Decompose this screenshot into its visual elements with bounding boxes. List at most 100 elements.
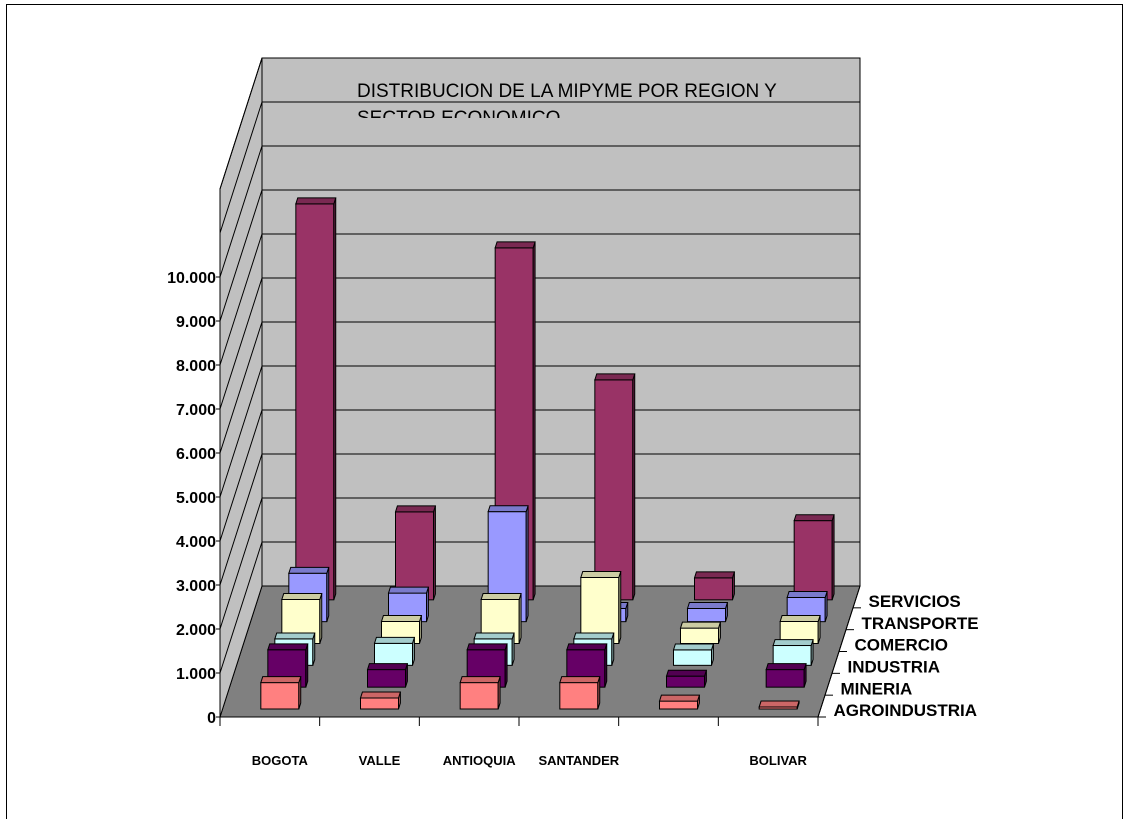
series-label: INDUSTRIA [848,657,941,676]
series-label: AGROINDUSTRIA [834,701,978,720]
bar-top [779,615,821,622]
bar-side [831,514,835,600]
bar-top [758,700,800,708]
bar-top [665,669,708,677]
bar-top [281,593,323,600]
bar [394,505,437,601]
category-label: BOLIVAR [749,753,807,768]
category-label: VALLE [359,753,401,768]
bar-top [380,615,423,622]
bar-front [459,682,499,710]
bar [693,571,736,601]
bar-top [772,639,814,647]
bar-top [394,505,437,513]
bar-front [659,700,698,710]
series-label: TRANSPORTE [862,614,979,633]
bar-front [367,669,406,688]
gridline [219,365,860,498]
bar-front [673,649,712,666]
bar [679,621,722,644]
bar [665,669,708,688]
chart-title-line-1: DISTRIBUCION DE LA MIPYME POR REGION Y [357,81,777,102]
bar-front [260,682,300,710]
series-label: COMERCIO [855,636,949,655]
series-label: SERVICIOS [869,592,961,611]
bar [672,643,715,666]
bar [658,694,701,710]
bar-side [632,373,636,600]
gridlines [219,57,860,674]
gridline [219,453,860,586]
y-tick-label: 7.000 [176,402,216,419]
y-tick-label: 10.000 [167,270,216,287]
bar-front [360,697,399,710]
depth-axis-series-labels: AGROINDUSTRIA MINERIA INDUSTRIA COMERCIO TRA… [817,585,979,720]
chart-title-line-2: SECTOR ECONOMICO. [357,108,566,129]
bar [559,676,601,710]
bar-top [373,636,416,644]
gridline [219,101,860,234]
bar-side [504,643,508,688]
bar [260,676,302,710]
bar-top [473,632,515,640]
gridline [219,497,860,630]
category-label: SANTANDER [539,753,620,768]
bar [686,602,729,623]
bar-top [793,514,835,522]
bar-side [532,241,536,600]
bar-top [466,643,508,651]
bar-side [305,643,309,688]
bar-top [267,643,309,651]
bar-side [618,571,622,644]
y-tick-label: 5.000 [176,490,216,507]
bar-top [559,676,601,684]
bar [772,639,814,666]
gridline [219,189,860,322]
bar-top [487,505,529,513]
bar-top [387,586,430,594]
bar-top [274,632,316,640]
bar [779,615,821,644]
bar-front [295,203,335,601]
bar-top [786,591,828,598]
bar [758,700,800,710]
bar-top [594,373,636,381]
bar-front [687,607,726,623]
gridline [219,57,860,190]
bar-front [772,645,812,666]
bar-side [326,567,330,622]
bar-top [366,663,409,671]
y-tick-label: 6.000 [176,446,216,463]
gridline [219,541,860,674]
gridline [219,321,860,454]
bar [359,691,402,710]
series-label: MINERIA [841,679,913,698]
bar [793,514,835,601]
bar-front [680,627,719,644]
bar-front [374,642,413,666]
bar-top [295,197,337,205]
bar-side [525,505,529,622]
y-tick-label: 8.000 [176,358,216,375]
y-tick-label: 9.000 [176,314,216,331]
bars [260,197,835,710]
bar-front [594,379,634,601]
bar-side [333,197,337,600]
bar-top [765,663,807,671]
bar [594,373,636,601]
bar-front [666,675,705,688]
bar [459,676,501,710]
bar-side [319,593,323,644]
bar-side [433,505,436,600]
bar-front [793,520,833,601]
bar-top [672,643,715,651]
bar-top [679,621,722,629]
bar-top [260,676,302,684]
y-axis-ticks: 0 1.000 2.000 3.000 4.000 5.000 6.000 7.000 8.00… [167,270,220,727]
gridline [219,233,860,366]
category-label: ANTIOQUIA [443,753,517,768]
bar [373,636,416,666]
bar-side [604,643,608,688]
y-tick-label: 0 [207,710,216,727]
